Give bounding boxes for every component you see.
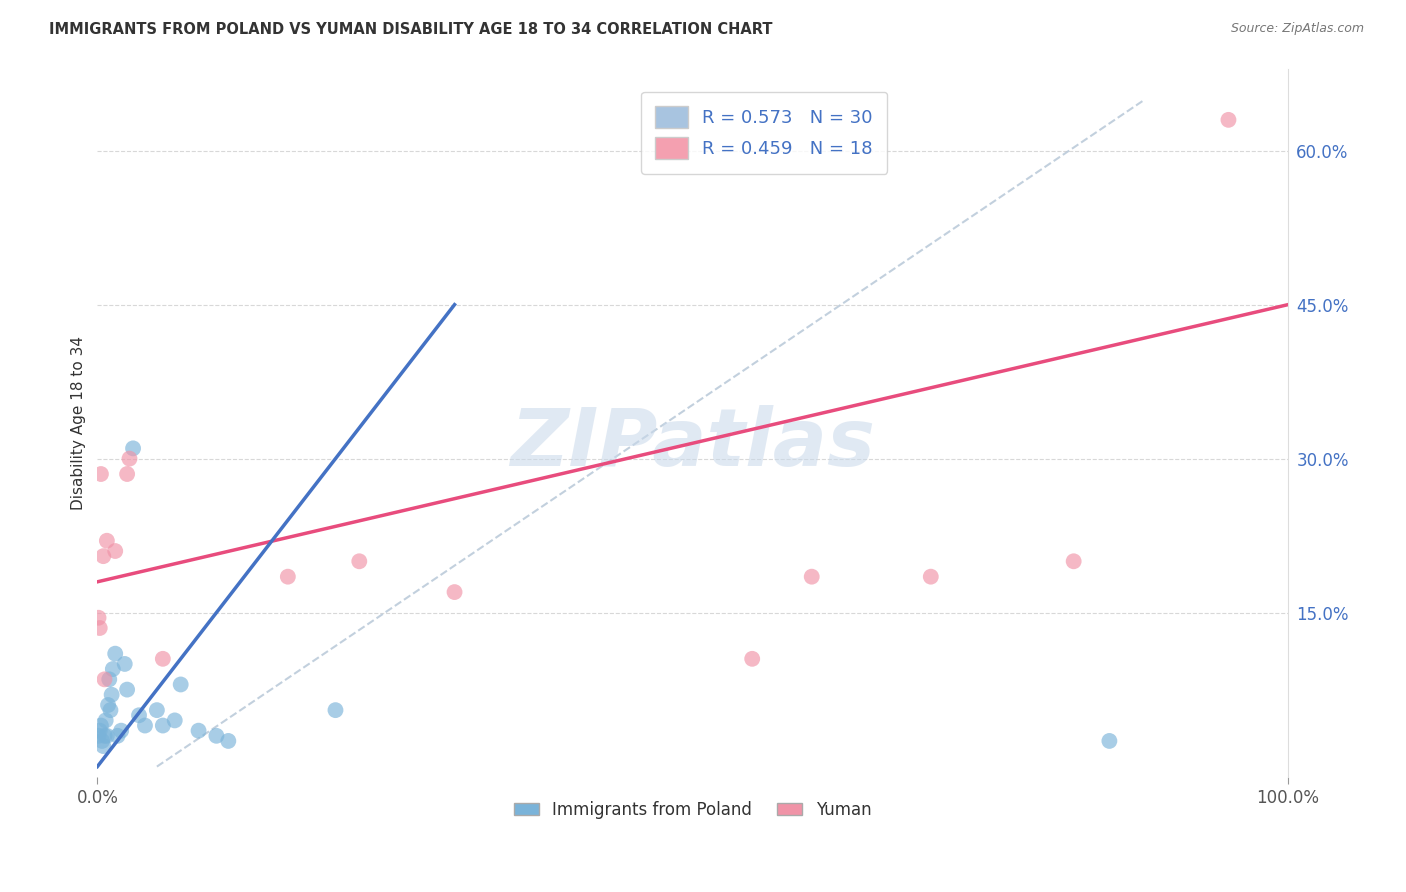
Point	[163, 714, 186, 728]
Point	[101, 662, 124, 676]
Legend: Immigrants from Poland, Yuman: Immigrants from Poland, Yuman	[508, 794, 877, 825]
Point	[87, 729, 110, 743]
Point	[93, 729, 115, 743]
Point	[1063, 554, 1085, 568]
Point	[128, 708, 150, 723]
Point	[170, 677, 193, 691]
Point	[800, 570, 823, 584]
Point	[96, 729, 118, 743]
Point	[90, 467, 112, 481]
Point	[115, 682, 138, 697]
Point	[443, 585, 465, 599]
Point	[96, 533, 118, 548]
Point	[98, 673, 121, 687]
Point	[122, 442, 145, 456]
Point	[1098, 734, 1121, 748]
Point	[277, 570, 299, 584]
Point	[920, 570, 942, 584]
Point	[187, 723, 209, 738]
Point	[115, 467, 138, 481]
Text: Source: ZipAtlas.com: Source: ZipAtlas.com	[1230, 22, 1364, 36]
Text: IMMIGRANTS FROM POLAND VS YUMAN DISABILITY AGE 18 TO 34 CORRELATION CHART: IMMIGRANTS FROM POLAND VS YUMAN DISABILI…	[49, 22, 773, 37]
Point	[94, 714, 117, 728]
Point	[146, 703, 169, 717]
Point	[100, 703, 122, 717]
Point	[152, 652, 174, 666]
Point	[134, 718, 156, 732]
Point	[97, 698, 120, 712]
Point	[87, 611, 110, 625]
Point	[1218, 112, 1240, 127]
Point	[741, 652, 763, 666]
Point	[110, 723, 132, 738]
Point	[91, 739, 114, 753]
Point	[90, 718, 112, 732]
Point	[104, 544, 127, 558]
Point	[100, 688, 122, 702]
Point	[107, 729, 129, 743]
Point	[217, 734, 239, 748]
Point	[325, 703, 347, 717]
Point	[114, 657, 136, 671]
Point	[118, 451, 141, 466]
Point	[152, 718, 174, 732]
Point	[89, 621, 111, 635]
Point	[91, 734, 114, 748]
Point	[93, 673, 115, 687]
Text: ZIPatlas: ZIPatlas	[510, 405, 875, 483]
Point	[104, 647, 127, 661]
Y-axis label: Disability Age 18 to 34: Disability Age 18 to 34	[72, 335, 86, 509]
Point	[89, 723, 111, 738]
Point	[349, 554, 371, 568]
Point	[205, 729, 228, 743]
Point	[91, 549, 114, 563]
